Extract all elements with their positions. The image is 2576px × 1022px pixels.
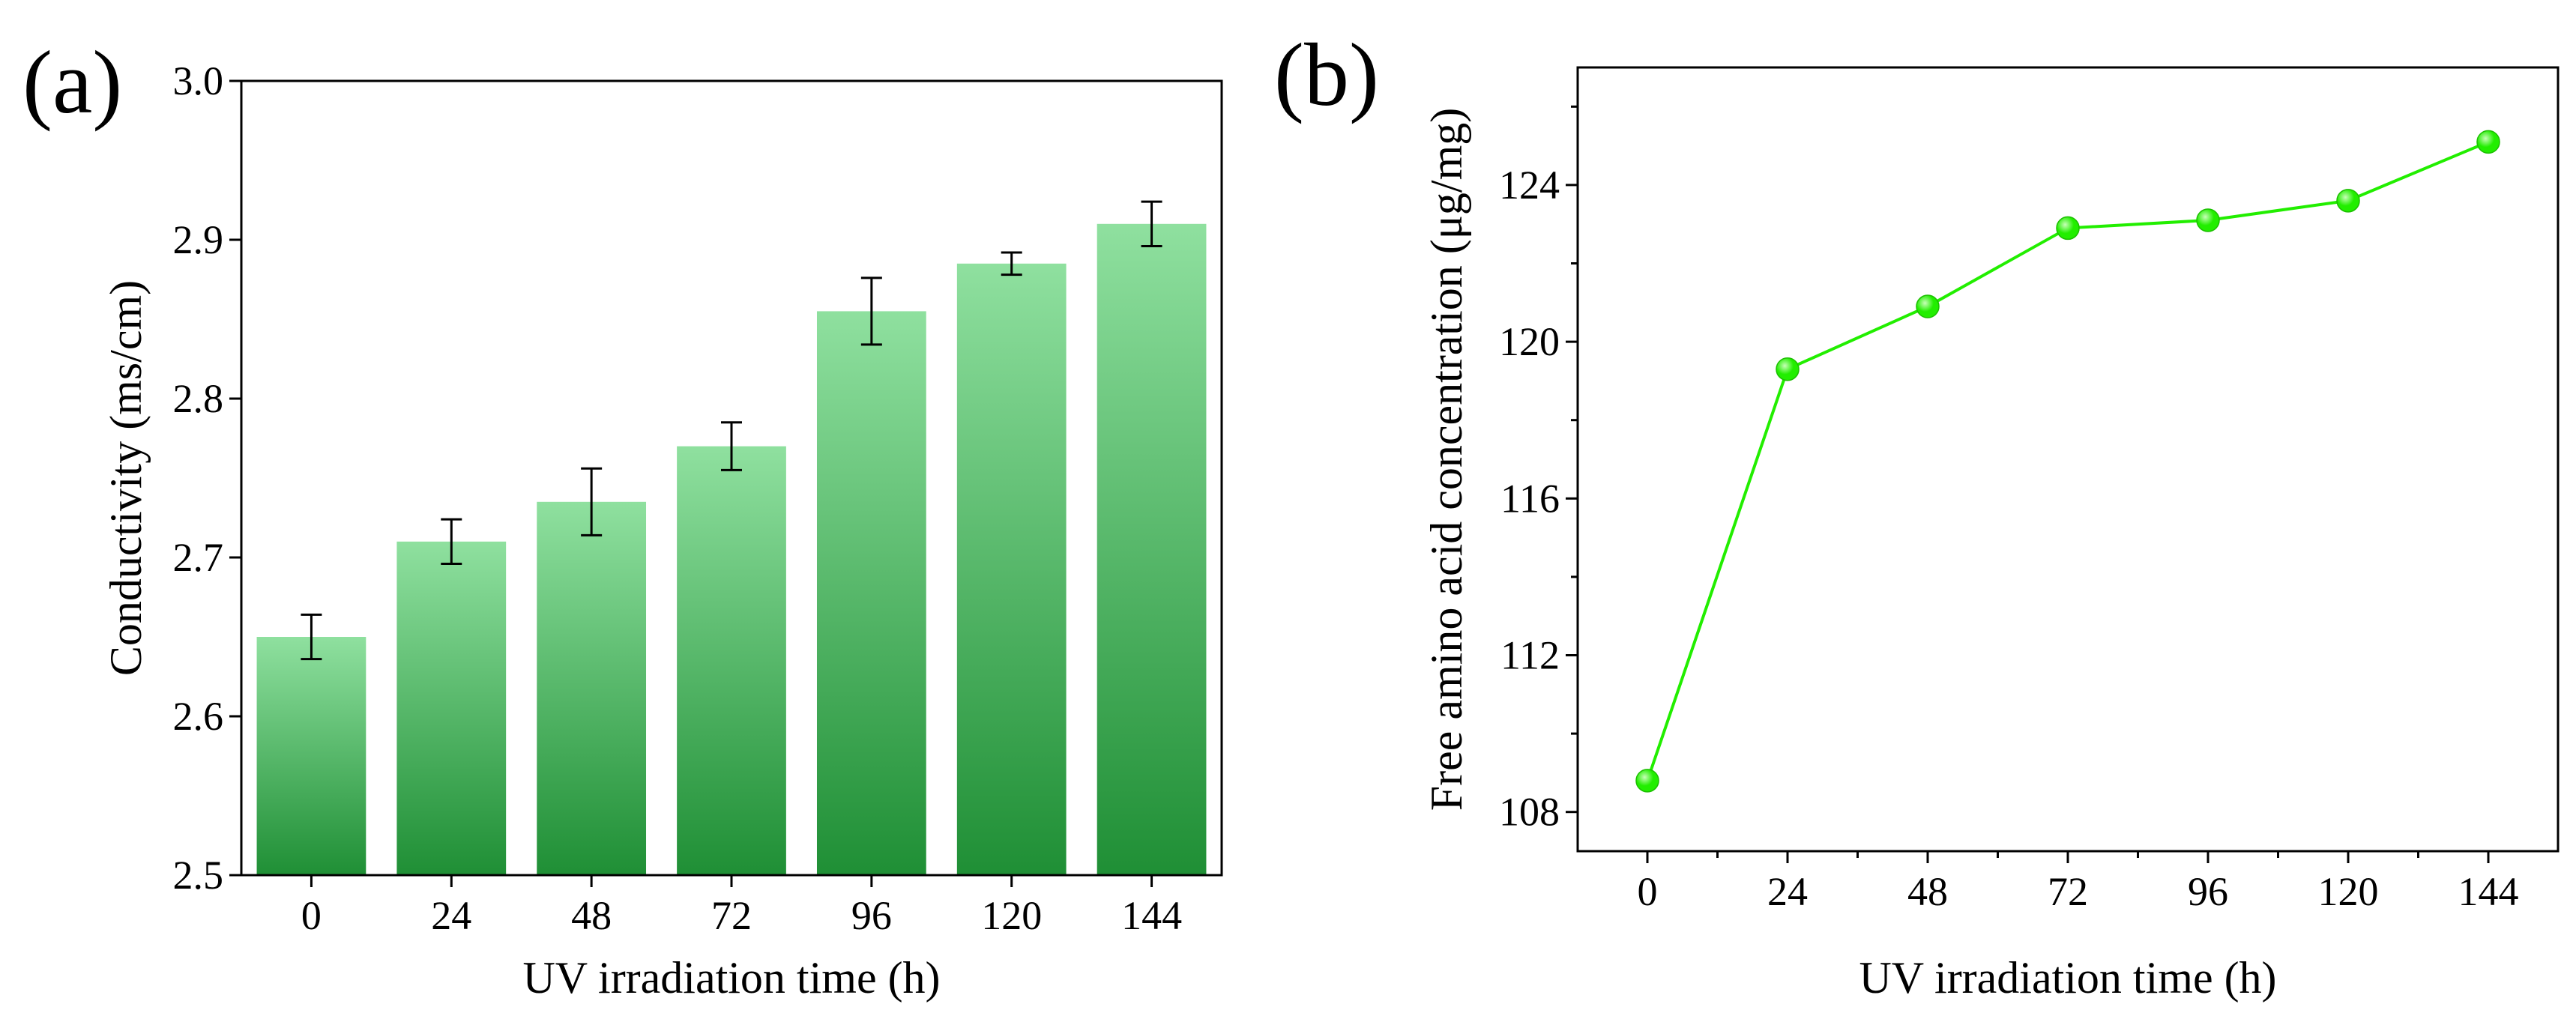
bar-group [256, 223, 1207, 875]
data-point [1776, 357, 1800, 381]
y-axis-title: Free amino acid concentration (μg/mg) [1422, 108, 1471, 811]
x-axis-title: UV irradiation time (h) [522, 953, 940, 1003]
bar [1097, 223, 1207, 875]
bar [816, 311, 926, 875]
y-tick-label: 3.0 [173, 58, 224, 103]
bar [956, 263, 1067, 875]
x-tick-label: 48 [571, 893, 612, 938]
x-tick-label: 144 [2458, 869, 2519, 914]
bar [256, 637, 367, 875]
y-tick-label: 124 [1499, 163, 1560, 208]
x-tick-label: 72 [2048, 869, 2088, 914]
x-tick-label: 96 [2188, 869, 2228, 914]
x-tick-label: 120 [981, 893, 1042, 938]
y-tick-label: 2.7 [173, 535, 224, 580]
plot-frame [1576, 66, 2560, 853]
y-tick-label: 112 [1500, 633, 1560, 678]
data-point [1635, 769, 1659, 793]
x-tick-label: 24 [1767, 869, 1808, 914]
data-point [1916, 294, 1940, 318]
series-point-group [1635, 130, 2500, 793]
bar [537, 501, 647, 875]
y-tick-label: 120 [1499, 319, 1560, 364]
bar [677, 446, 786, 875]
panel-b-amino-acid-chart: (b) 108 112 116 120 124 0 24 48 72 96 120 144 UV i… [1274, 25, 2560, 1003]
panel-b-label: (b) [1274, 25, 1379, 124]
y-tick-label: 2.8 [173, 376, 224, 421]
y-tick-label: 2.6 [173, 694, 224, 739]
x-tick-label: 0 [301, 893, 322, 938]
y-tick-label: 116 [1500, 476, 1560, 521]
y-tick-label: 108 [1499, 790, 1560, 835]
y-axis-title: Conductivity (ms/cm) [101, 280, 151, 676]
panel-a-label: (a) [22, 32, 122, 132]
error-bar-group [301, 200, 1162, 661]
y-tick-label: 2.5 [173, 853, 224, 898]
x-axis: 0 24 48 72 96 120 144 [301, 875, 1182, 938]
data-point [2056, 216, 2080, 241]
y-axis: 2.5 2.6 2.7 2.8 2.9 3.0 [173, 58, 241, 898]
x-tick-label: 0 [1638, 869, 1658, 914]
x-tick-label: 96 [851, 893, 892, 938]
data-point [2196, 208, 2220, 232]
x-axis-title: UV irradiation time (h) [1859, 953, 2276, 1003]
bar [396, 541, 507, 875]
data-point [2476, 130, 2500, 154]
x-axis: 0 24 48 72 96 120 144 [1638, 851, 2519, 914]
x-tick-label: 72 [711, 893, 752, 938]
x-tick-label: 48 [1907, 869, 1948, 914]
x-tick-label: 120 [2318, 869, 2379, 914]
y-tick-label: 2.9 [173, 217, 224, 262]
y-axis: 108 112 116 120 124 [1499, 105, 1578, 835]
x-tick-label: 144 [1121, 893, 1182, 938]
data-point [2336, 189, 2360, 213]
panel-a-conductivity-chart: (a) 2.5 2.6 2.7 2.8 2.9 3.0 0 24 48 72 96 120 144 U… [22, 32, 1223, 1003]
x-tick-label: 24 [431, 893, 471, 938]
